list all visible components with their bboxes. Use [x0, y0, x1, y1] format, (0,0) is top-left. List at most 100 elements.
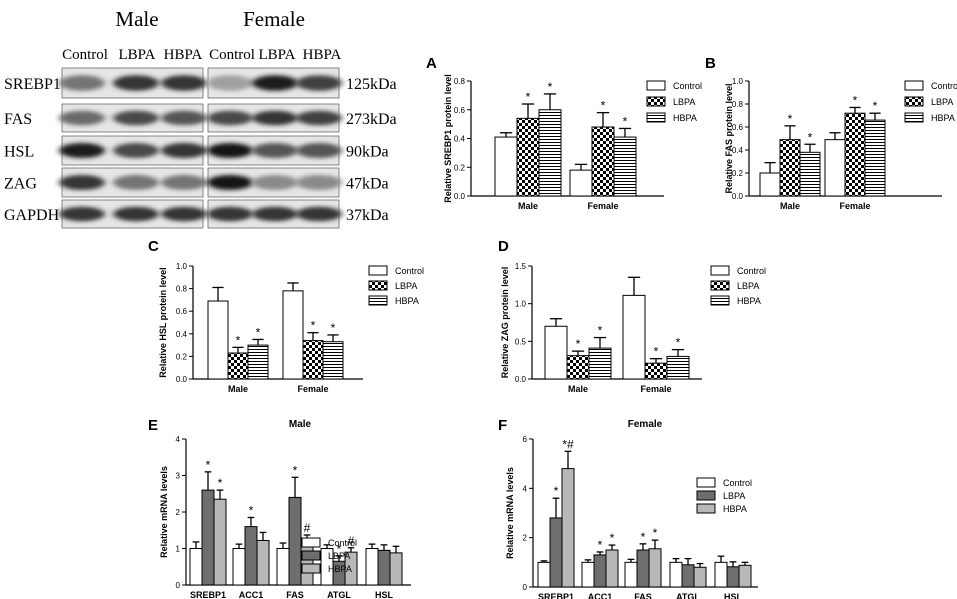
blot-band: [113, 142, 159, 159]
blot-protein-label: HSL: [4, 144, 34, 161]
panel-letter: B: [705, 55, 716, 72]
significance-mark: #: [304, 521, 311, 535]
legend-swatch-control: [710, 265, 730, 276]
legend-label: Control: [931, 81, 957, 91]
bar-hbpa: [389, 552, 403, 586]
blot-band: [207, 174, 253, 191]
y-tick-label: 2: [176, 508, 181, 517]
blot-rows: SREBP1 125kDa FAS 273kDa HSL 90kDa ZAG 47kDa GAP…: [4, 67, 397, 229]
blot-band: [207, 110, 253, 126]
x-category-label: Male: [568, 384, 588, 394]
bar-lbpa: [302, 340, 324, 380]
blot-lane-label: Control: [62, 47, 108, 63]
bar-lbpa: [726, 566, 740, 588]
x-category-label: ACC1: [239, 590, 264, 599]
bar-control: [365, 548, 379, 586]
x-category-label: Male: [518, 201, 538, 211]
significance-mark: *: [236, 333, 241, 347]
bar-lbpa: [201, 489, 215, 586]
chart-panel-f: F Female 0 2 4 6 Relative mRNA levels * *# SREBP1…: [498, 417, 758, 599]
chart-title: Female: [628, 419, 663, 430]
significance-mark: *: [554, 484, 559, 498]
y-tick-label: 0.8: [176, 285, 188, 294]
blot-band: [296, 75, 342, 91]
significance-mark: *: [548, 80, 553, 94]
y-tick-label: 0.0: [515, 375, 527, 384]
blot-size-label: 37kDa: [346, 207, 389, 224]
legend-swatch-control: [696, 477, 716, 488]
significance-mark: *: [256, 325, 261, 339]
blot-protein-label: ZAG: [4, 176, 37, 193]
legend-label: HBPA: [395, 296, 419, 306]
y-tick-label: 0.4: [732, 146, 744, 155]
y-axis-label: Relative FAS protein level: [724, 83, 734, 193]
y-tick-label: 0.2: [454, 163, 466, 172]
panel-letter: F: [498, 417, 507, 434]
bar-lbpa: [591, 126, 615, 197]
bar-control: [537, 561, 551, 588]
bar-control: [714, 561, 728, 588]
blot-band: [113, 75, 159, 91]
y-tick-label: 4: [523, 484, 528, 493]
significance-mark: *: [788, 112, 793, 126]
blot-band: [59, 75, 105, 91]
blot-band: [207, 142, 253, 159]
significance-mark: *: [610, 531, 615, 545]
significance-mark: *: [641, 530, 646, 544]
y-tick-label: 3: [176, 472, 181, 481]
bar-hbpa: [538, 109, 562, 197]
chart-panel-c: C 0.0 0.2 0.4 0.6 0.8 1.0 Relative HSL protein …: [148, 238, 424, 394]
x-category-label: HSL: [375, 590, 394, 599]
blot-band: [296, 174, 342, 191]
blot-band: [161, 75, 207, 91]
significance-mark: *: [311, 319, 316, 333]
significance-mark: *: [676, 336, 681, 350]
significance-mark: *: [526, 90, 531, 104]
y-tick-label: 1.0: [176, 262, 188, 271]
x-category-label: Female: [640, 384, 671, 394]
legend-swatch-control: [904, 80, 924, 91]
blot-size-label: 273kDa: [346, 111, 397, 128]
blot-lane-label: Control: [209, 47, 255, 63]
bar-control: [232, 548, 246, 586]
bar-control: [544, 325, 568, 380]
y-tick-label: 4: [176, 435, 181, 444]
legend-swatch-lbpa: [710, 280, 730, 291]
bar-hbpa: [613, 136, 637, 197]
bar-control: [282, 290, 304, 380]
y-tick-label: 1: [176, 545, 181, 554]
bar-lbpa: [288, 496, 302, 586]
blot-size-label: 125kDa: [346, 76, 397, 93]
y-tick-label: 2: [523, 534, 528, 543]
legend-swatch-hbpa: [301, 563, 321, 574]
x-category-label: Female: [839, 201, 870, 211]
y-tick-label: 0.8: [454, 77, 466, 86]
legend-label: HBPA: [737, 296, 761, 306]
chart-title: Male: [289, 419, 312, 430]
western-blot-panel: Male Female Control LBPA HBPA Control LBPA HB…: [4, 7, 397, 229]
blot-band: [207, 75, 253, 91]
bar-hbpa: [605, 549, 619, 588]
x-category-label: Female: [297, 384, 328, 394]
bar-hbpa: [322, 341, 344, 380]
bar-lbpa: [779, 139, 801, 197]
y-tick-label: 0.0: [176, 375, 188, 384]
legend-swatch-hbpa: [696, 503, 716, 514]
y-tick-label: 0.0: [732, 192, 744, 201]
legend-swatch-control: [368, 265, 388, 276]
chart-panel-e: E Male 0 1 2 3 4 Relative mRNA levels * * SREBP1 * A…: [148, 417, 411, 599]
bar-control: [824, 139, 846, 197]
bar-hbpa: [693, 566, 707, 588]
blot-band: [59, 174, 105, 191]
significance-mark: *: [853, 93, 858, 107]
y-tick-label: 0.4: [176, 330, 188, 339]
y-tick-label: 0: [176, 581, 181, 590]
y-axis-label: Relative ZAG protein level: [500, 267, 510, 379]
blot-band: [296, 142, 342, 159]
x-category-label: FAS: [634, 592, 652, 599]
significance-mark: *: [598, 324, 603, 338]
blot-band: [113, 206, 159, 222]
bar-hbpa: [256, 539, 270, 586]
legend-label: LBPA: [328, 551, 350, 561]
significance-mark: *: [873, 99, 878, 113]
